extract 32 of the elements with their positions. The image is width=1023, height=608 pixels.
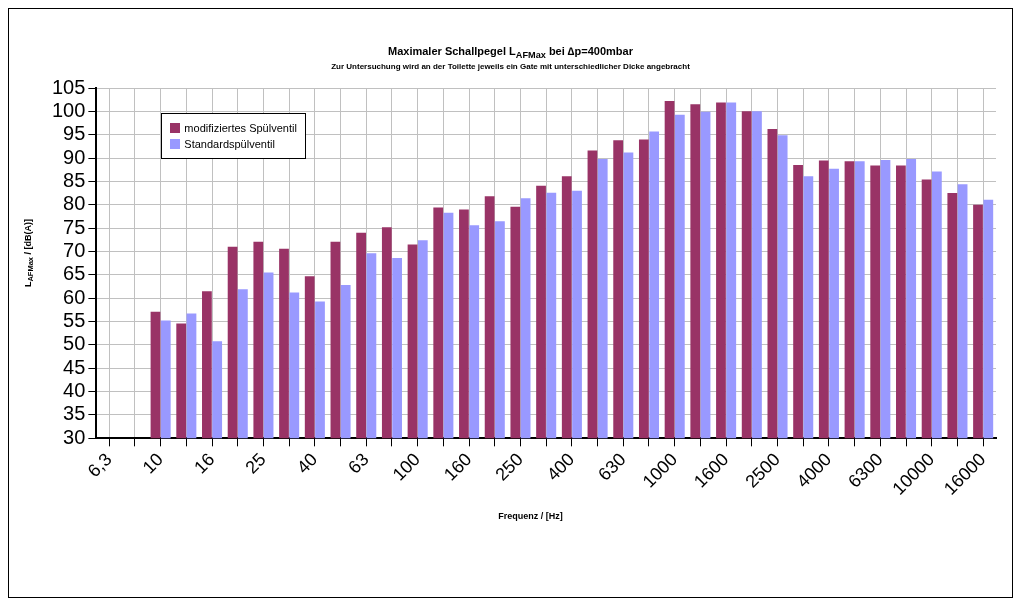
y-tick-label: 85 <box>63 169 86 192</box>
x-tick-label: 100 <box>388 449 425 485</box>
y-tick-label: 75 <box>63 215 86 238</box>
x-tick-label: 63 <box>344 449 373 478</box>
x-tick-label: 25 <box>241 449 270 478</box>
x-tick-label: 160 <box>440 449 476 485</box>
x-tick-label: 16 <box>190 449 219 478</box>
x-tick-label: 40 <box>292 449 322 478</box>
legend-label: Standardspülventil <box>184 138 275 151</box>
y-tick-label: 105 <box>51 75 86 98</box>
x-tick-label: 400 <box>542 449 579 485</box>
y-tick-label: 95 <box>63 122 86 145</box>
y-tick-label: 40 <box>63 379 86 402</box>
legend-label: modifiziertes Spülventil <box>184 122 297 135</box>
y-tick-label: 60 <box>63 285 86 308</box>
y-tick-label: 30 <box>63 426 86 449</box>
y-tick-label: 70 <box>63 239 86 262</box>
y-tick-label: 80 <box>63 192 86 215</box>
x-tick-label: 6,3 <box>83 449 116 482</box>
y-tick-label: 50 <box>63 332 86 355</box>
chart-title: Maximaler Schallpegel L$_{AFMax}$ bei ∆p=400mbar <box>387 45 634 61</box>
y-tick-label: 100 <box>51 99 86 122</box>
x-tick-label: 250 <box>491 449 527 485</box>
y-tick-label: 55 <box>63 309 86 332</box>
x-tick-label: 630 <box>594 449 630 485</box>
y-tick-label: 65 <box>63 262 86 285</box>
chart-subtitle: Zur Untersuchung wird an der Toilette jeweils ein Gate mit unterschiedlicher Dicke angebracht <box>330 62 691 72</box>
x-tick-label: 10 <box>138 449 167 478</box>
y-tick-label: 45 <box>63 355 86 378</box>
y-tick-label: 90 <box>63 145 86 168</box>
x-axis-title: Frequenz / [Hz] <box>497 511 564 522</box>
y-tick-label: 35 <box>63 402 86 425</box>
